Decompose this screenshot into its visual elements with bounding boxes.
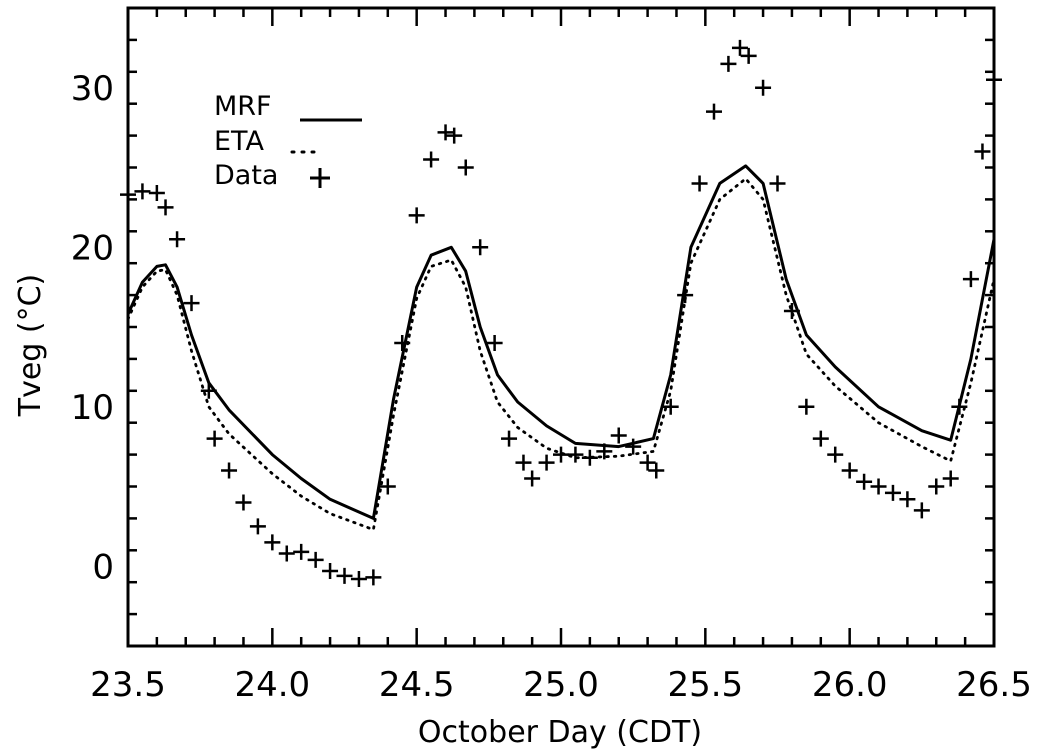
series-line-mrf: [126, 164, 996, 520]
data-markers: [120, 39, 1002, 588]
data-point: [755, 79, 772, 96]
data-point: [899, 491, 916, 508]
data-point: [524, 470, 541, 487]
data-point: [581, 449, 598, 466]
legend-label-mrf: MRF: [214, 91, 272, 122]
data-point: [157, 199, 174, 216]
legend-label-data: Data: [214, 160, 278, 191]
y-tick-label: 30: [71, 69, 114, 109]
data-point: [740, 47, 757, 64]
data-point: [705, 103, 722, 120]
data-point: [639, 454, 656, 471]
data-point: [249, 518, 266, 535]
legend: MRF ETA Data: [214, 91, 362, 191]
data-point: [951, 398, 968, 415]
data-point: [913, 502, 930, 519]
data-point: [472, 239, 489, 256]
plot-frame: [126, 6, 996, 648]
x-tick-label: 24.5: [379, 665, 455, 705]
y-tick-labels: 0 10 20 30: [71, 69, 114, 588]
data-point: [596, 443, 613, 460]
data-point: [221, 462, 238, 479]
data-point: [827, 446, 844, 463]
data-point: [515, 454, 532, 471]
data-point: [278, 545, 295, 562]
data-point: [870, 478, 887, 495]
data-point: [798, 398, 815, 415]
data-point: [783, 303, 800, 320]
x-tick-labels: 23.5 24.0 24.5 25.0 25.5 26.0 26.5: [90, 665, 1032, 705]
data-point: [501, 430, 518, 447]
data-point: [423, 151, 440, 168]
data-point: [625, 438, 642, 455]
x-tick-label: 25.0: [523, 665, 599, 705]
data-point: [446, 127, 463, 144]
y-tick-label: 0: [92, 547, 114, 587]
data-point: [169, 231, 186, 248]
data-point: [183, 295, 200, 312]
x-axis-title: October Day (CDT): [418, 715, 702, 750]
data-point: [538, 454, 555, 471]
data-point: [293, 543, 310, 560]
data-point: [856, 473, 873, 490]
y-tick-label: 20: [71, 228, 114, 268]
x-tick-label: 26.0: [812, 665, 888, 705]
data-point: [322, 563, 339, 580]
x-tick-label: 23.5: [90, 665, 166, 705]
series-line-eta: [126, 177, 996, 531]
legend-swatch-data: [310, 168, 330, 188]
data-point: [691, 175, 708, 192]
data-point: [148, 185, 165, 202]
data-point: [553, 446, 569, 463]
data-point: [486, 334, 503, 351]
data-point: [928, 478, 945, 495]
data-point: [200, 382, 217, 399]
x-tick-label: 24.0: [234, 665, 310, 705]
data-point: [567, 446, 584, 463]
y-axis-title: Tveg (°C): [13, 274, 48, 417]
data-point: [962, 271, 979, 288]
data-point: [365, 569, 382, 586]
data-point: [662, 398, 679, 415]
y-tick-label: 10: [71, 388, 114, 428]
data-point: [336, 567, 353, 584]
data-point: [307, 551, 324, 568]
data-point: [264, 534, 281, 551]
data-point: [206, 430, 223, 447]
data-point: [731, 39, 748, 56]
data-point: [408, 207, 425, 224]
data-point: [457, 159, 474, 176]
data-point: [884, 484, 901, 501]
data-point: [350, 571, 367, 588]
data-point: [610, 427, 627, 444]
data-point: [379, 478, 396, 495]
data-point: [974, 143, 991, 160]
data-point: [812, 430, 829, 447]
data-point: [235, 494, 252, 511]
data-point: [841, 462, 858, 479]
legend-label-eta: ETA: [214, 126, 264, 157]
data-point: [134, 183, 151, 200]
data-point: [394, 334, 411, 351]
x-tick-label: 25.5: [667, 665, 743, 705]
data-point: [677, 287, 694, 304]
data-point: [942, 470, 959, 487]
data-point: [437, 124, 454, 141]
data-point: [720, 55, 737, 72]
x-tick-label: 26.5: [956, 665, 1032, 705]
data-point: [648, 462, 665, 479]
data-point: [769, 175, 786, 192]
